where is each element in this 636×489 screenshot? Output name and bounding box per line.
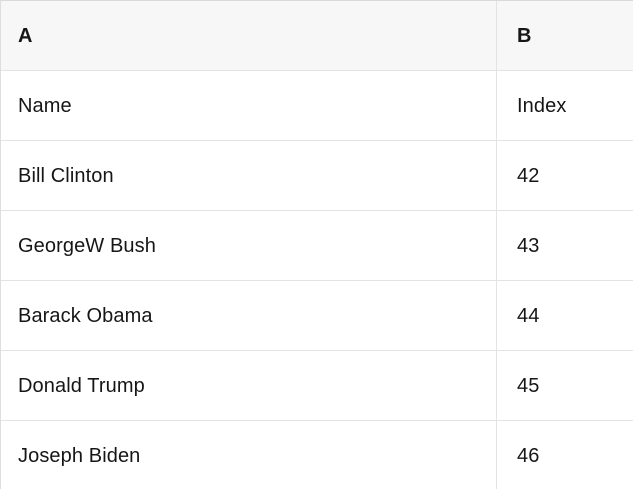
table-row: GeorgeW Bush 43 — [1, 211, 633, 281]
table-row: Name Index — [1, 71, 633, 141]
cell-a6[interactable]: Joseph Biden — [1, 421, 497, 489]
column-header-a[interactable]: A — [1, 1, 497, 70]
cell-b6[interactable]: 46 — [517, 445, 540, 467]
cell-a2[interactable]: Bill Clinton — [1, 141, 497, 210]
cell-b5[interactable]: 45 — [517, 374, 540, 397]
cell-a3[interactable]: GeorgeW Bush — [1, 211, 497, 280]
table-row: Joseph Biden 46 — [1, 421, 633, 489]
cell-a4[interactable]: Barack Obama — [1, 281, 497, 350]
cell-b4[interactable]: 44 — [517, 304, 540, 327]
table-row: Donald Trump 45 — [1, 351, 633, 421]
table-row: Bill Clinton 42 — [1, 141, 633, 211]
cell-a1[interactable]: Name — [1, 71, 497, 140]
column-header-row: A B — [1, 1, 633, 71]
cell-b1[interactable]: Index — [517, 94, 567, 117]
cell-a5[interactable]: Donald Trump — [1, 351, 497, 420]
table-row: Barack Obama 44 — [1, 281, 633, 351]
column-header-b[interactable]: B — [517, 24, 532, 47]
cell-b2[interactable]: 42 — [517, 164, 540, 187]
cell-b3[interactable]: 43 — [517, 234, 540, 257]
